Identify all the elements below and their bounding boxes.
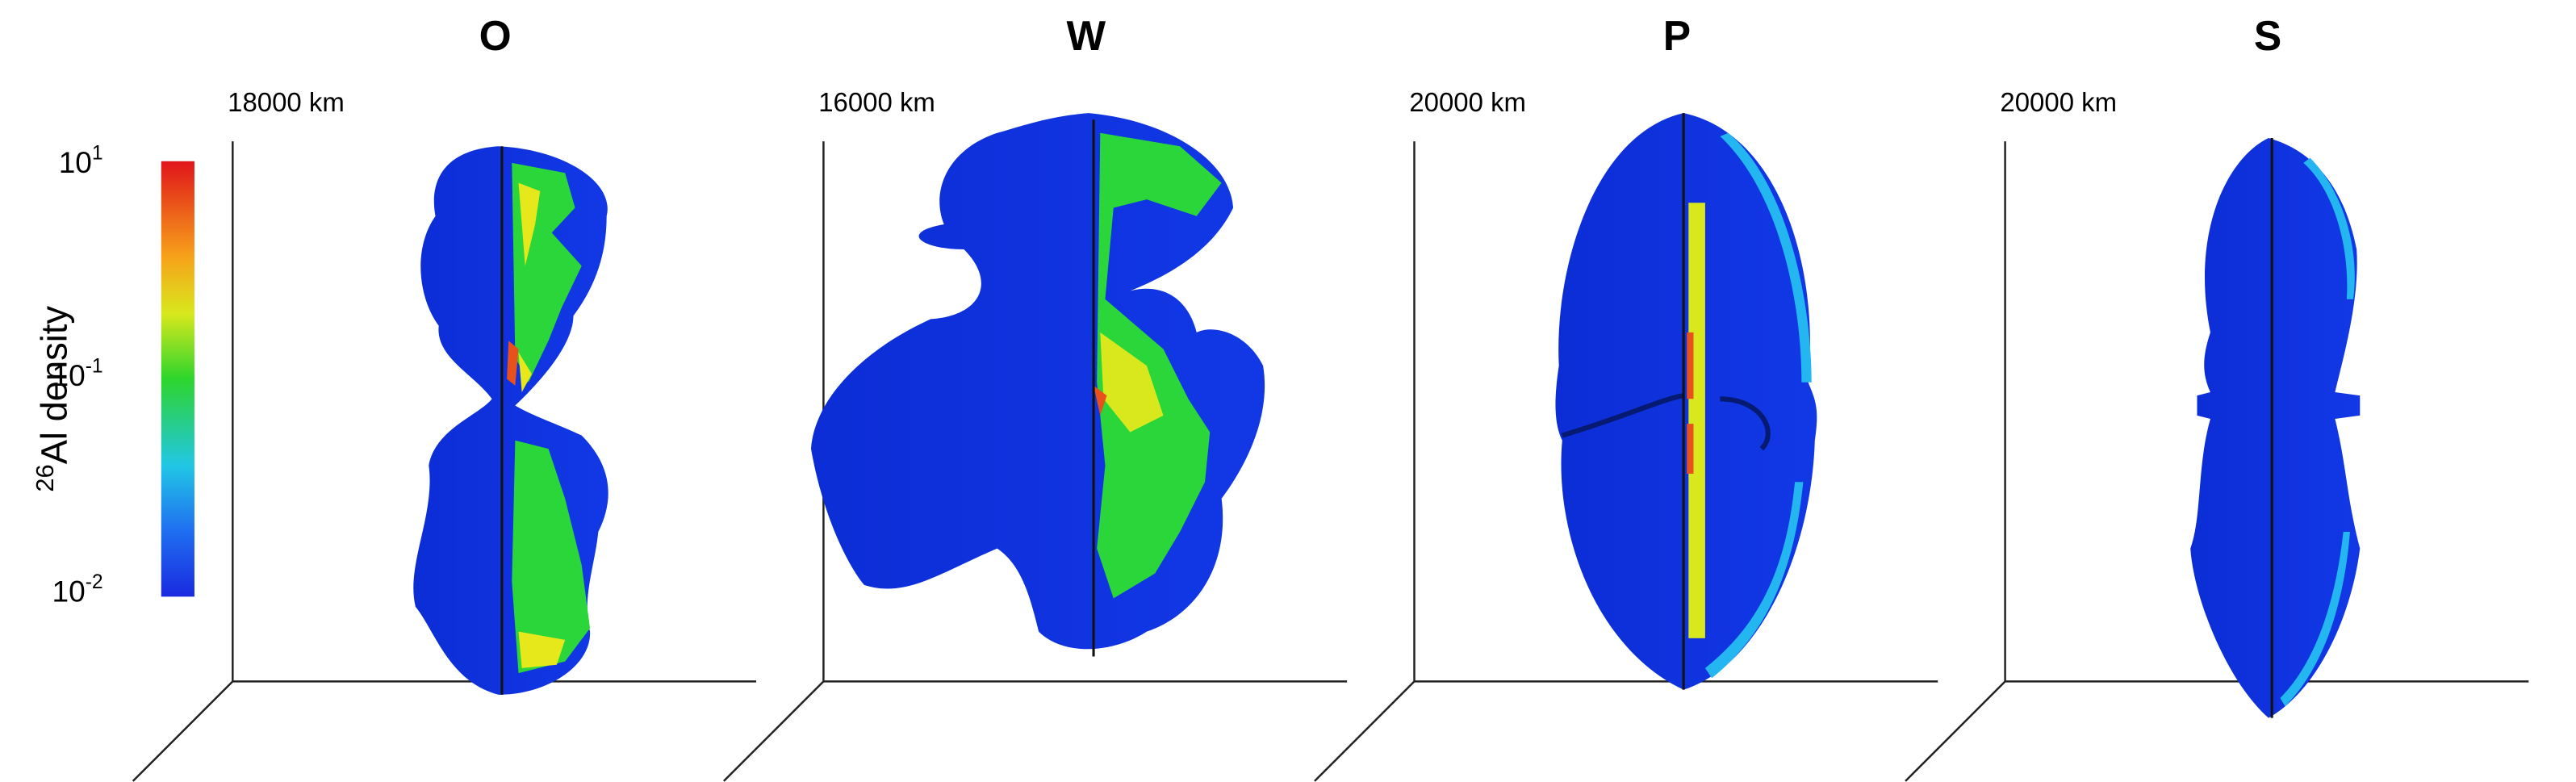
- scale-label: 18000 km: [228, 87, 345, 117]
- label-text: Al density: [33, 306, 74, 465]
- isotope-mass: 26: [31, 464, 59, 491]
- tick-base: 10: [52, 575, 85, 608]
- panel-title: W: [1066, 12, 1106, 59]
- panels: O 18000 km W 16000 km P 20000 km S 20000 km: [132, 12, 2529, 782]
- colorbar-tick-label: 10-2: [52, 571, 102, 608]
- tick-exponent: -2: [86, 571, 103, 593]
- render-w: [810, 113, 1265, 657]
- render-o: [413, 146, 608, 695]
- tick-base: 10: [59, 145, 92, 179]
- colorbar-label: 26Al density: [31, 306, 74, 492]
- axes: [1314, 141, 1938, 782]
- colorbar-tick-label: 10-1: [52, 355, 102, 391]
- axes: [722, 141, 1348, 782]
- render-s: [2190, 137, 2361, 718]
- tick-exponent: 1: [92, 143, 103, 165]
- tick-exponent: -1: [86, 355, 103, 377]
- panel: O 18000 km: [132, 12, 757, 782]
- scale-label: 20000 km: [1409, 87, 1526, 117]
- scale-label: 20000 km: [2000, 87, 2117, 117]
- panel: P 20000 km: [1314, 12, 1938, 782]
- colorbar-tick-label: 101: [59, 143, 103, 179]
- axes: [132, 141, 757, 782]
- render-p: [1555, 113, 1817, 690]
- colorbar: [161, 161, 194, 597]
- axes: [1905, 141, 2529, 782]
- panel: W 16000 km: [722, 12, 1348, 782]
- panel: S 20000 km: [1905, 12, 2529, 782]
- tick-base: 10: [52, 358, 85, 392]
- panel-title: P: [1663, 12, 1691, 59]
- panel-title: S: [2254, 12, 2281, 59]
- scale-label: 16000 km: [818, 87, 935, 117]
- panel-title: O: [479, 12, 512, 59]
